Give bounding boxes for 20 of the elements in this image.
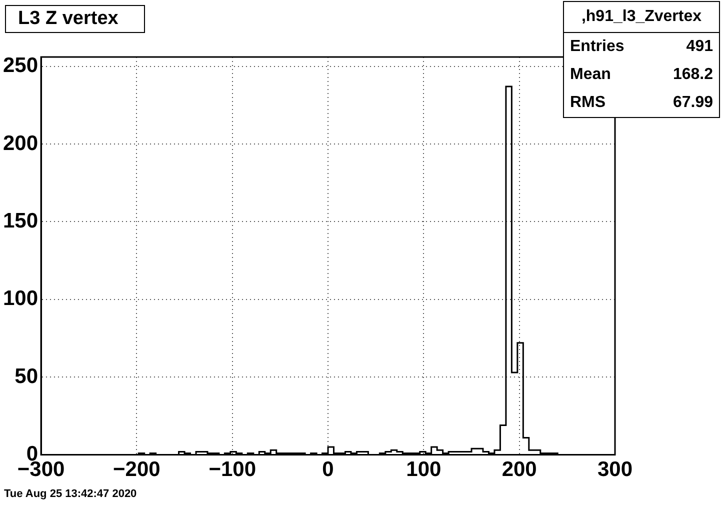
x-tick-label: 0 [322, 458, 334, 482]
y-tick-label: 150 [2, 210, 38, 233]
y-tick-label: 100 [2, 287, 38, 310]
text: 491 [686, 38, 713, 56]
y-tick-label: 200 [2, 132, 38, 155]
annotation: Mean [570, 66, 611, 84]
x-tick-label: 200 [502, 458, 537, 482]
y-tick-label: 250 [2, 54, 38, 78]
text: 67.99 [672, 94, 713, 112]
text: 168.2 [672, 66, 713, 84]
x-tick-label: 300 [597, 458, 633, 482]
text: ,h91_l3_Zvertex [564, 2, 719, 33]
chart-title: L3 Z vertex [5, 5, 146, 33]
x-tick-label: −100 [208, 458, 256, 482]
x-tick-label: 100 [406, 458, 442, 482]
text: Tue Aug 25 13:42:47 2020 [4, 488, 137, 500]
y-tick-label: 50 [14, 364, 38, 388]
text: Entries [570, 38, 624, 56]
x-tick-label: −200 [113, 458, 160, 482]
annotation: RMS [570, 94, 606, 112]
